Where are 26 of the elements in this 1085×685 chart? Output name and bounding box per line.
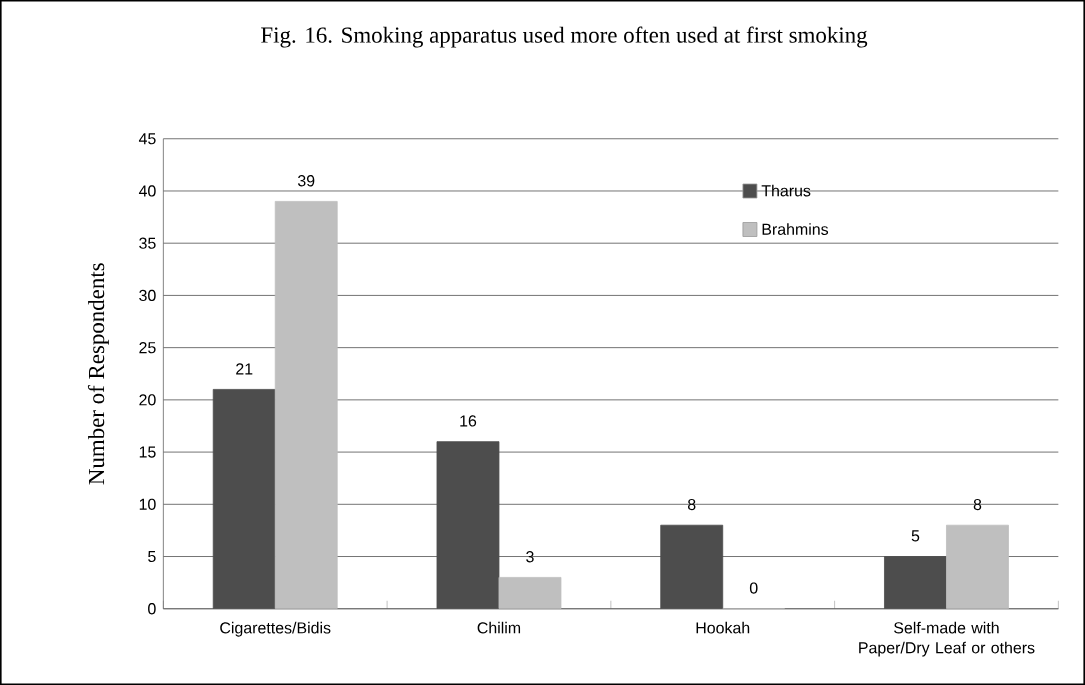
y-tick-label: 5 xyxy=(148,550,156,563)
legend-label: Tharus xyxy=(761,184,811,197)
data-label: 3 xyxy=(526,551,534,563)
y-tick-label: 0 xyxy=(148,603,156,615)
data-label: 16 xyxy=(460,415,477,427)
y-tick-label: 35 xyxy=(139,237,156,249)
x-tick-label: Cigarettes/Bidis xyxy=(220,621,331,637)
y-tick-label: 45 xyxy=(138,133,156,145)
legend-label: Brahmins xyxy=(762,223,829,235)
y-tick-label: 10 xyxy=(139,498,156,510)
data-label: 8 xyxy=(687,498,696,511)
y-tick-label: 25 xyxy=(139,342,156,354)
chart-title: Fig. 16. Smoking apparatus used more often used at first smoking xyxy=(261,26,868,48)
x-tick-label: Chilim xyxy=(477,621,521,634)
y-tick-label: 30 xyxy=(139,289,156,302)
y-axis-title: Number of Respondents xyxy=(87,263,109,485)
y-tick-label: 20 xyxy=(139,394,156,406)
y-tick-label: 40 xyxy=(138,185,156,197)
x-tick-label: Hookah xyxy=(696,621,750,634)
data-label: 21 xyxy=(236,363,253,375)
data-label: 5 xyxy=(911,530,920,542)
y-tick-label: 15 xyxy=(139,446,156,458)
data-label: 39 xyxy=(297,175,315,187)
data-label: 0 xyxy=(749,582,758,594)
data-label: 8 xyxy=(973,498,982,511)
x-tick-label: Self-made with Paper/Dry Leaf or others xyxy=(859,621,1035,657)
